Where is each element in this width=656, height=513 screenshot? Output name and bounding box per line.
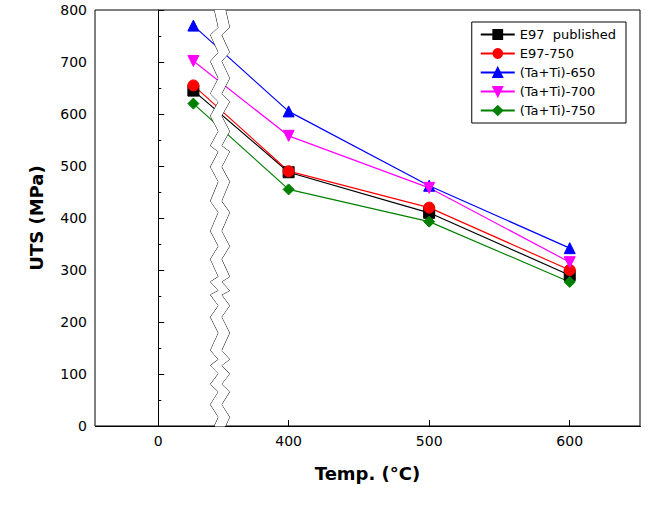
svg-text:(Ta+Ti)-650: (Ta+Ti)-650	[520, 65, 595, 80]
svg-text:500: 500	[60, 158, 87, 174]
svg-text:500: 500	[416, 433, 443, 449]
svg-text:(Ta+Ti)-750: (Ta+Ti)-750	[520, 103, 595, 118]
svg-text:UTS (MPa): UTS (MPa)	[26, 165, 47, 270]
svg-text:100: 100	[60, 366, 87, 382]
svg-text:Temp. (°C): Temp. (°C)	[315, 463, 421, 484]
svg-text:300: 300	[60, 262, 87, 278]
svg-text:200: 200	[60, 314, 87, 330]
svg-text:400: 400	[60, 210, 87, 226]
svg-text:E97 published: E97 published	[520, 27, 616, 42]
svg-text:800: 800	[60, 2, 87, 18]
svg-text:600: 600	[60, 106, 87, 122]
svg-text:E97-750: E97-750	[520, 46, 574, 61]
svg-text:600: 600	[556, 433, 583, 449]
svg-text:700: 700	[60, 54, 87, 70]
svg-text:(Ta+Ti)-700: (Ta+Ti)-700	[520, 84, 595, 99]
svg-text:0: 0	[154, 433, 163, 449]
svg-text:0: 0	[78, 418, 87, 434]
svg-text:400: 400	[275, 433, 302, 449]
